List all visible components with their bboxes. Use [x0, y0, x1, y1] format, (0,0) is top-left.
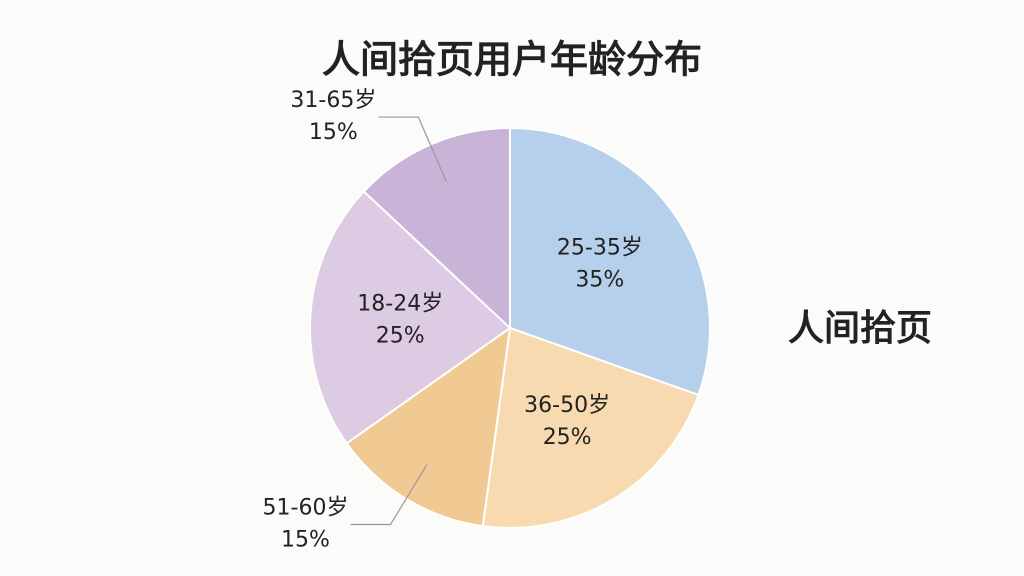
leader-line: [378, 116, 447, 182]
leader-line: [350, 464, 428, 526]
value-label: 25%: [543, 425, 592, 450]
pie-slice: [481, 326, 700, 529]
brand-text: 人间拾页: [788, 308, 932, 349]
pie-slice: [309, 190, 512, 445]
pie-slice: [509, 126, 711, 397]
slice-label: 31-65岁: [290, 88, 376, 113]
value-label: 15%: [309, 120, 358, 145]
slice-label: 36-50岁: [524, 393, 610, 418]
slice-label: 51-60岁: [263, 496, 349, 521]
value-label: 25%: [376, 323, 425, 348]
slice-label: 25-35岁: [557, 236, 643, 261]
value-label: 15%: [281, 528, 330, 553]
slice-label: 18-24岁: [357, 291, 443, 316]
chart-title: 人间拾页用户年龄分布: [322, 38, 702, 82]
value-label: 35%: [575, 268, 624, 293]
